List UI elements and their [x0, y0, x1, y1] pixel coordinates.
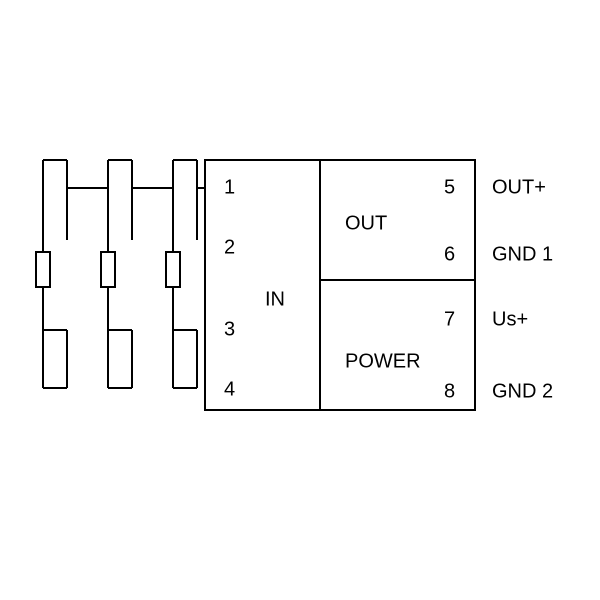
- ext-label-8: GND 2: [492, 380, 553, 402]
- pin-pwr-7: 7: [444, 308, 455, 330]
- pin-out-6: 6: [444, 243, 455, 265]
- ext-label-6: GND 1: [492, 243, 553, 265]
- pin-in-3: 3: [224, 318, 235, 340]
- ext-label-5: OUT+: [492, 176, 546, 198]
- pin-out-5: 5: [444, 176, 455, 198]
- sensor-1-body: [101, 252, 115, 287]
- pin-in-1: 1: [224, 176, 235, 198]
- pin-in-2: 2: [224, 236, 235, 258]
- out-section-label: OUT: [345, 212, 387, 234]
- pin-in-4: 4: [224, 378, 235, 400]
- power-section-label: POWER: [345, 350, 421, 372]
- sensor-2-body: [166, 252, 180, 287]
- sensor-0-body: [36, 252, 50, 287]
- pin-pwr-8: 8: [444, 380, 455, 402]
- ext-label-7: Us+: [492, 308, 528, 330]
- in-section-label: IN: [265, 288, 285, 310]
- module-outline: [205, 160, 475, 410]
